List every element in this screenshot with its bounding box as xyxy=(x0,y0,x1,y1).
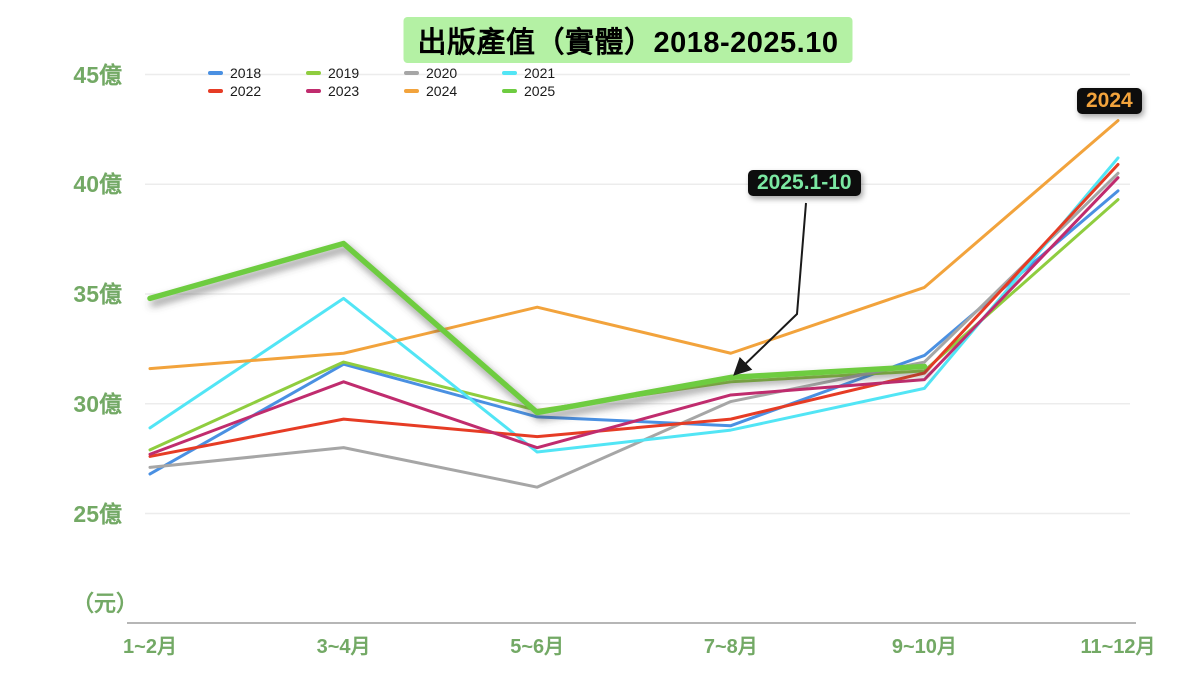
legend-label: 2024 xyxy=(426,83,458,99)
legend-dash-icon xyxy=(502,89,517,93)
y-tick-label-30: 30億 xyxy=(73,390,122,417)
legend-item-2019: 2019 xyxy=(306,64,404,82)
legend-dash-icon xyxy=(208,89,223,93)
legend: 2018 2019 2020 2021 2022 2023 2024 2025 xyxy=(208,64,600,100)
legend-item-2020: 2020 xyxy=(404,64,502,82)
legend-dash-icon xyxy=(404,89,419,93)
y-tick-label-35: 35億 xyxy=(73,281,122,307)
series-lines xyxy=(147,119,1120,489)
y-tick-label-40: 40億 xyxy=(73,171,122,198)
series-line-2022 xyxy=(148,162,1120,458)
gridlines xyxy=(127,73,1136,624)
annotation-arrow xyxy=(733,202,807,376)
legend-label: 2022 xyxy=(230,83,262,99)
series-line-2021 xyxy=(148,156,1120,454)
series-line-2025 xyxy=(147,240,928,416)
annotation-label-2024: 2024 xyxy=(1077,88,1142,114)
legend-dash-icon xyxy=(502,71,517,75)
chart-title: 出版產值（實體）2018-2025.10 xyxy=(403,17,853,63)
x-tick-label-2: 3~4月 xyxy=(316,636,371,658)
legend-item-2023: 2023 xyxy=(306,82,404,100)
legend-label: 2020 xyxy=(426,65,458,81)
x-tick-label-4: 7~8月 xyxy=(703,636,758,658)
x-tick-label-1: 1~2月 xyxy=(123,636,177,658)
legend-item-2022: 2022 xyxy=(208,82,306,100)
legend-dash-icon xyxy=(306,71,321,75)
annotation-arrows xyxy=(733,202,807,376)
y-axis-unit-label: （元） xyxy=(72,591,139,616)
x-tick-label-3: 5~6月 xyxy=(510,636,565,658)
legend-item-2021: 2021 xyxy=(502,64,600,82)
y-tick-label-25: 25億 xyxy=(73,500,122,527)
legend-dash-icon xyxy=(404,71,419,75)
legend-item-2024: 2024 xyxy=(404,82,502,100)
legend-label: 2019 xyxy=(328,65,360,81)
y-tick-label-45: 45億 xyxy=(73,61,122,88)
x-tick-label-6: 11~12月 xyxy=(1080,636,1156,658)
legend-dash-icon xyxy=(208,71,223,75)
legend-label: 2018 xyxy=(230,65,262,81)
legend-label: 2021 xyxy=(524,65,556,81)
legend-item-2018: 2018 xyxy=(208,64,306,82)
legend-dash-icon xyxy=(306,89,321,93)
legend-label: 2023 xyxy=(328,83,360,99)
series-line-2020 xyxy=(148,171,1120,489)
legend-item-2025: 2025 xyxy=(502,82,600,100)
legend-label: 2025 xyxy=(524,83,556,99)
series-line-2019 xyxy=(148,198,1120,452)
annotation-label-2025: 2025.1-10 xyxy=(748,170,861,196)
series-line-2024 xyxy=(148,119,1120,371)
series-line-2023 xyxy=(148,176,1120,456)
x-tick-label-5: 9~10月 xyxy=(891,636,957,658)
